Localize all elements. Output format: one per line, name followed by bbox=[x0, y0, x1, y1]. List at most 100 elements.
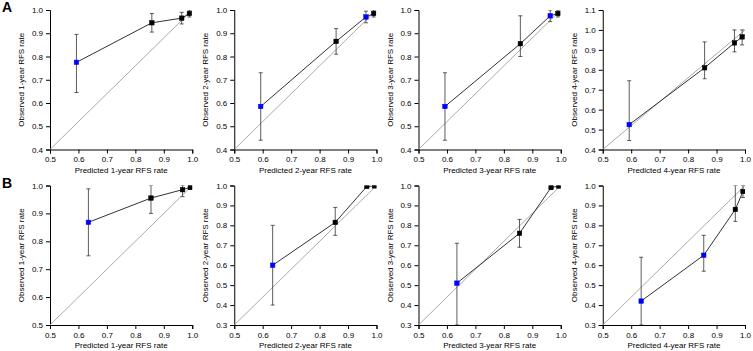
tick-label: 0.7 bbox=[585, 241, 597, 250]
tick-label: 0.9 bbox=[711, 331, 723, 340]
error-bar-cap bbox=[703, 41, 707, 42]
tick: 0.8 bbox=[32, 237, 50, 246]
error-bar-stem bbox=[520, 16, 521, 57]
tick: 0.3 bbox=[585, 321, 603, 330]
point bbox=[179, 16, 184, 21]
tick: 0.7 bbox=[216, 76, 234, 85]
error-bar bbox=[180, 12, 184, 24]
tick: 0.8 bbox=[400, 53, 418, 62]
y-axis: 0.40.50.60.70.80.91.0 bbox=[400, 6, 419, 155]
tick-label: 0.6 bbox=[73, 331, 85, 340]
tick-mark bbox=[230, 80, 234, 81]
point bbox=[701, 253, 706, 258]
tick-label: 0.8 bbox=[499, 331, 511, 340]
tick-label: 0.7 bbox=[400, 241, 412, 250]
plot-area bbox=[419, 10, 561, 150]
tick-label: 0.7 bbox=[655, 331, 667, 340]
tick-mark bbox=[348, 150, 349, 154]
error-bar-cap bbox=[372, 16, 376, 17]
error-bar-cap bbox=[74, 92, 78, 93]
tick-mark bbox=[415, 265, 419, 266]
axis-line bbox=[51, 326, 193, 330]
tick-mark bbox=[164, 150, 165, 154]
tick-mark bbox=[291, 150, 292, 154]
tick: 0.9 bbox=[159, 325, 171, 340]
error-bar-cap bbox=[181, 196, 185, 197]
error-bar bbox=[741, 186, 745, 198]
tick: 0.4 bbox=[585, 146, 603, 155]
error-bar-cap bbox=[333, 207, 337, 208]
tick: 0.8 bbox=[130, 325, 142, 340]
tick-mark bbox=[192, 325, 193, 329]
panel: 0.50.60.70.80.91.00.40.50.60.70.80.91.01… bbox=[570, 6, 752, 174]
error-bar-cap bbox=[518, 56, 522, 57]
tick-mark bbox=[230, 325, 234, 326]
x-axis-title: Predicted 3-year RFS rate bbox=[443, 341, 536, 350]
tick: 0.9 bbox=[585, 46, 603, 55]
tick: 0.9 bbox=[216, 201, 234, 210]
point bbox=[150, 21, 155, 26]
y-axis: 0.30.40.50.60.70.80.91.0 bbox=[400, 182, 419, 331]
tick-label: 0.9 bbox=[527, 331, 539, 340]
x-axis-title: Predicted 4-year RFS rate bbox=[627, 166, 720, 175]
tick: 0.3 bbox=[400, 321, 418, 330]
error-bar-cap bbox=[703, 78, 707, 79]
tick-mark bbox=[377, 150, 378, 154]
point bbox=[333, 220, 338, 225]
tick-label: 0.6 bbox=[585, 261, 597, 270]
tick: 1.0 bbox=[187, 150, 199, 165]
tick-mark bbox=[532, 150, 533, 154]
panel: 0.50.60.70.80.91.00.40.50.60.70.80.91.0P… bbox=[17, 6, 199, 174]
tick: 0.7 bbox=[655, 150, 667, 165]
tick: 0.8 bbox=[32, 53, 50, 62]
tick-mark bbox=[415, 57, 419, 58]
tick: 0.9 bbox=[343, 325, 355, 340]
tick-mark bbox=[599, 285, 603, 286]
tick-mark bbox=[599, 130, 603, 131]
y-axis: 0.50.60.70.80.91.0 bbox=[32, 182, 51, 331]
tick-mark bbox=[46, 57, 50, 58]
tick: 0.6 bbox=[32, 99, 50, 108]
error-bar-cap bbox=[455, 325, 459, 326]
tick-label: 0.9 bbox=[216, 201, 228, 210]
tick-mark bbox=[660, 325, 661, 329]
axis-line bbox=[603, 326, 745, 330]
tick-label: 0.7 bbox=[32, 265, 44, 274]
plot-area bbox=[603, 186, 745, 326]
error-bar bbox=[334, 29, 338, 55]
tick-label: 0.7 bbox=[102, 331, 114, 340]
tick-label: 0.8 bbox=[683, 331, 695, 340]
tick-mark bbox=[631, 150, 632, 154]
tick-label: 0.8 bbox=[585, 221, 597, 230]
error-bar-cap bbox=[334, 28, 338, 29]
tick: 0.7 bbox=[102, 325, 114, 340]
error-bar-cap bbox=[271, 305, 275, 306]
tick-label: 0.6 bbox=[400, 99, 412, 108]
axis-line bbox=[46, 11, 51, 151]
tick-label: 0.7 bbox=[216, 241, 228, 250]
tick-mark bbox=[320, 325, 321, 329]
point bbox=[557, 186, 561, 189]
tick: 0.7 bbox=[400, 241, 418, 250]
tick-mark bbox=[717, 150, 718, 154]
tick-label: 0.4 bbox=[585, 301, 597, 310]
tick: 0.5 bbox=[400, 122, 418, 131]
tick-label: 0.8 bbox=[585, 66, 597, 75]
tick: 1.0 bbox=[400, 6, 418, 15]
tick-mark bbox=[46, 213, 50, 214]
tick: 0.9 bbox=[711, 150, 723, 165]
line bbox=[419, 186, 561, 326]
tick-mark bbox=[415, 10, 419, 11]
error-bar bbox=[74, 34, 78, 92]
tick-label: 0.5 bbox=[45, 331, 57, 340]
tick-label: 0.5 bbox=[229, 331, 241, 340]
tick-mark bbox=[415, 305, 419, 306]
tick: 0.5 bbox=[216, 122, 234, 131]
point bbox=[556, 11, 561, 16]
y-axis-title: Observed 2-year RFS rate bbox=[201, 208, 210, 302]
tick-label: 0.6 bbox=[32, 293, 44, 302]
tick-label: 1.0 bbox=[585, 182, 597, 191]
error-bar bbox=[639, 257, 643, 325]
error-bar-cap bbox=[334, 54, 338, 55]
tick-label: 0.9 bbox=[585, 201, 597, 210]
